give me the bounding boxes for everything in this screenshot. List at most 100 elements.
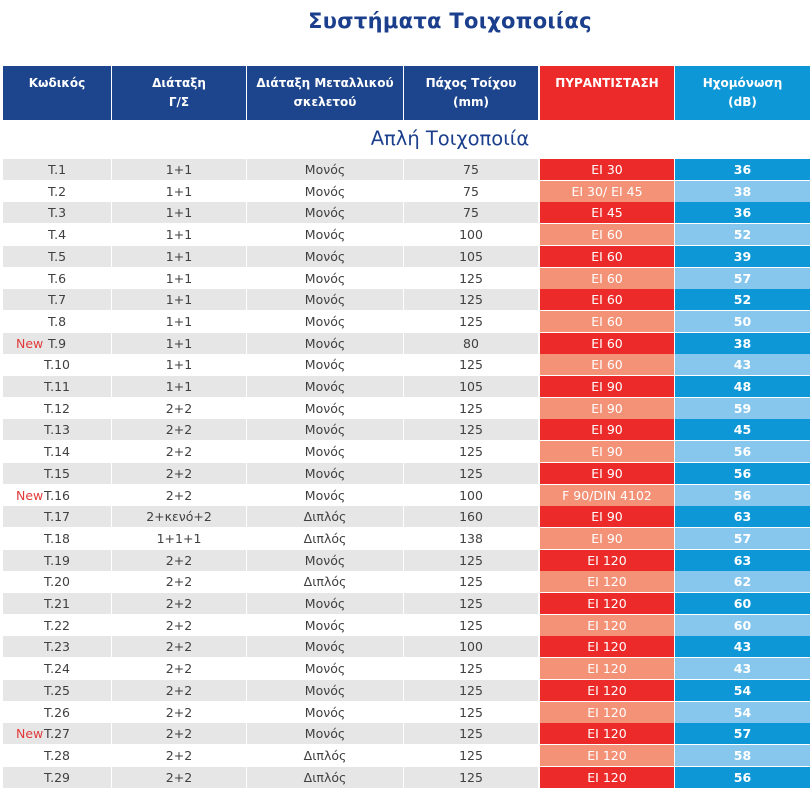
frame-cell: Μονός (247, 289, 403, 311)
code-cell: T.19 (3, 549, 111, 571)
table-row: T.25 2+2 Μονός 125 EI 120 54 (0, 679, 810, 701)
thickness-cell: 138 (404, 527, 538, 549)
table-row: T.7 1+1 Μονός 125 EI 60 52 (0, 289, 810, 311)
frame-cell: Μονός (247, 723, 403, 745)
acoustic-cell: 56 (675, 462, 810, 484)
arrangement-cell: 1+1 (112, 159, 246, 180)
fire-resistance-cell: EI 60 (540, 354, 674, 376)
table-row: T.28 2+2 Διπλός 125 EI 120 58 (0, 744, 810, 766)
header-acoustic: Ηχομόνωση (dB) (675, 66, 810, 120)
acoustic-cell: 36 (675, 159, 810, 180)
thickness-cell: 125 (404, 679, 538, 701)
frame-cell: Μονός (247, 462, 403, 484)
table-row: T.3 1+1 Μονός 75 EI 45 36 (0, 202, 810, 224)
arrangement-cell: 2+2 (112, 549, 246, 571)
thickness-cell: 105 (404, 376, 538, 397)
header-frame: Διάταξη Μεταλλικού σκελετού (247, 66, 403, 120)
fire-resistance-cell: EI 120 (540, 723, 674, 745)
table-row: T.14 2+2 Μονός 125 EI 90 56 (0, 441, 810, 463)
table-row: T.26 2+2 Μονός 125 EI 120 54 (0, 701, 810, 723)
thickness-cell: 125 (404, 462, 538, 484)
header-arrangement: Διάταξη Γ/Σ (112, 66, 246, 120)
fire-resistance-cell: EI 60 (540, 245, 674, 267)
arrangement-cell: 1+1 (112, 180, 246, 202)
frame-cell: Διπλός (247, 506, 403, 528)
arrangement-cell: 1+1 (112, 224, 246, 246)
new-badge: New (16, 487, 44, 503)
fire-resistance-cell: EI 90 (540, 397, 674, 419)
arrangement-cell: 1+1 (112, 310, 246, 332)
header-acoustic-label: Ηχομόνωση (dB) (702, 76, 783, 109)
thickness-cell: 125 (404, 549, 538, 571)
frame-cell: Διπλός (247, 571, 403, 593)
frame-cell: Μονός (247, 636, 403, 658)
arrangement-cell: 1+1 (112, 245, 246, 267)
acoustic-cell: 45 (675, 419, 810, 441)
arrangement-cell: 2+2 (112, 658, 246, 680)
new-badge: New (16, 726, 44, 742)
thickness-cell: 125 (404, 310, 538, 332)
arrangement-cell: 2+2 (112, 701, 246, 723)
header-thickness-label: Πάχος Τοίχου (mm) (425, 76, 517, 109)
thickness-cell: 160 (404, 506, 538, 528)
code-cell: T.27 (3, 723, 111, 745)
fire-resistance-cell: EI 90 (540, 462, 674, 484)
table-row: T.4 1+1 Μονός 100 EI 60 52 (0, 224, 810, 246)
table-row: T.9 1+1 Μονός 80 EI 60 38 New (0, 332, 810, 354)
acoustic-cell: 52 (675, 224, 810, 246)
fire-resistance-cell: EI 120 (540, 614, 674, 636)
table-row: T.27 2+2 Μονός 125 EI 120 57 New (0, 723, 810, 745)
acoustic-cell: 36 (675, 202, 810, 224)
table-row: T.11 1+1 Μονός 105 EI 90 48 (0, 376, 810, 397)
code-cell: T.5 (3, 245, 111, 267)
code-cell: T.16 (3, 484, 111, 506)
frame-cell: Διπλός (247, 766, 403, 788)
frame-cell: Διπλός (247, 527, 403, 549)
arrangement-cell: 1+1 (112, 267, 246, 289)
arrangement-cell: 2+2 (112, 744, 246, 766)
acoustic-cell: 60 (675, 593, 810, 614)
frame-cell: Μονός (247, 484, 403, 506)
acoustic-cell: 56 (675, 441, 810, 463)
acoustic-cell: 63 (675, 506, 810, 528)
fire-resistance-cell: EI 90 (540, 506, 674, 528)
table-row: T.18 1+1+1 Διπλός 138 EI 90 57 (0, 527, 810, 549)
page-title: Συστήματα Τοιχοποιίας (308, 9, 592, 33)
acoustic-cell: 43 (675, 636, 810, 658)
thickness-cell: 125 (404, 701, 538, 723)
arrangement-cell: 2+2 (112, 766, 246, 788)
thickness-cell: 125 (404, 441, 538, 463)
acoustic-cell: 56 (675, 766, 810, 788)
thickness-cell: 125 (404, 744, 538, 766)
thickness-cell: 100 (404, 636, 538, 658)
header-fire-label: ΠΥΡΑΝΤΙΣΤΑΣΗ (555, 76, 659, 90)
table-row: T.12 2+2 Μονός 125 EI 90 59 (0, 397, 810, 419)
frame-cell: Μονός (247, 441, 403, 463)
code-cell: T.9 (3, 332, 111, 354)
code-cell: T.10 (3, 354, 111, 376)
table-row: T.15 2+2 Μονός 125 EI 90 56 (0, 462, 810, 484)
arrangement-cell: 2+2 (112, 593, 246, 614)
frame-cell: Μονός (247, 202, 403, 224)
fire-resistance-cell: EI 90 (540, 441, 674, 463)
thickness-cell: 75 (404, 180, 538, 202)
table-row: T.10 1+1 Μονός 125 EI 60 43 (0, 354, 810, 376)
fire-resistance-cell: EI 60 (540, 332, 674, 354)
code-cell: T.20 (3, 571, 111, 593)
frame-cell: Διπλός (247, 744, 403, 766)
code-cell: T.11 (3, 376, 111, 397)
arrangement-cell: 2+κενό+2 (112, 506, 246, 528)
section-title: Απλή Τοιχοποιία (370, 127, 530, 150)
acoustic-cell: 58 (675, 744, 810, 766)
code-cell: T.25 (3, 679, 111, 701)
arrangement-cell: 2+2 (112, 462, 246, 484)
table-row: T.6 1+1 Μονός 125 EI 60 57 (0, 267, 810, 289)
code-cell: T.1 (3, 159, 111, 180)
code-cell: T.29 (3, 766, 111, 788)
fire-resistance-cell: EI 60 (540, 267, 674, 289)
thickness-cell: 100 (404, 484, 538, 506)
code-cell: T.26 (3, 701, 111, 723)
frame-cell: Μονός (247, 245, 403, 267)
code-cell: T.23 (3, 636, 111, 658)
acoustic-cell: 38 (675, 180, 810, 202)
